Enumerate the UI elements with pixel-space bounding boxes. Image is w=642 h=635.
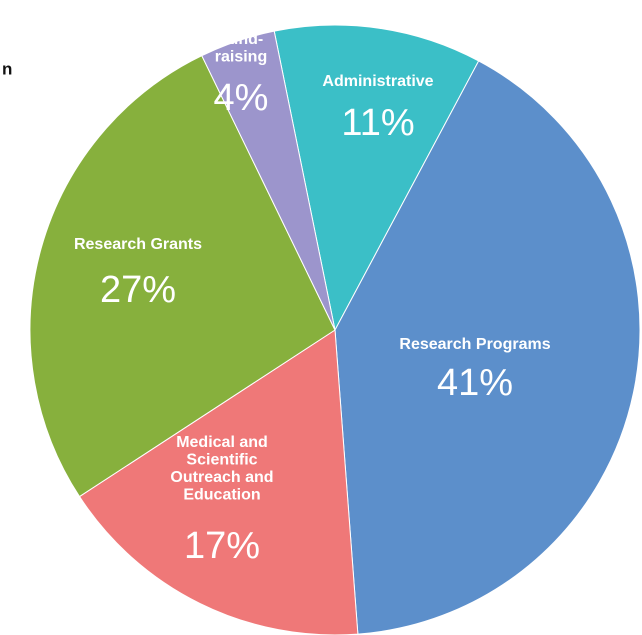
slice-label: Fund- (219, 31, 263, 48)
pie-slice (201, 30, 336, 331)
slice-label: Outreach and (170, 469, 273, 486)
pie-slice (273, 24, 480, 332)
slice-label: Medical and (176, 434, 268, 451)
annotation: n (2, 59, 12, 78)
slice-label: Administrative (322, 73, 433, 90)
slice-label: raising (215, 49, 267, 66)
slice-label: Education (183, 487, 260, 504)
value-label: 11% (341, 102, 414, 144)
pie-slice (29, 54, 336, 498)
value-label: 41% (437, 362, 513, 404)
value-label: 27% (100, 269, 176, 311)
value-label: 17% (184, 525, 260, 567)
slice-label: Research Programs (399, 336, 550, 353)
slice-label: Scientific (186, 452, 257, 469)
pie-slice (334, 60, 641, 635)
value-label: 4% (214, 77, 269, 119)
slice-label: Research Grants (74, 236, 202, 253)
